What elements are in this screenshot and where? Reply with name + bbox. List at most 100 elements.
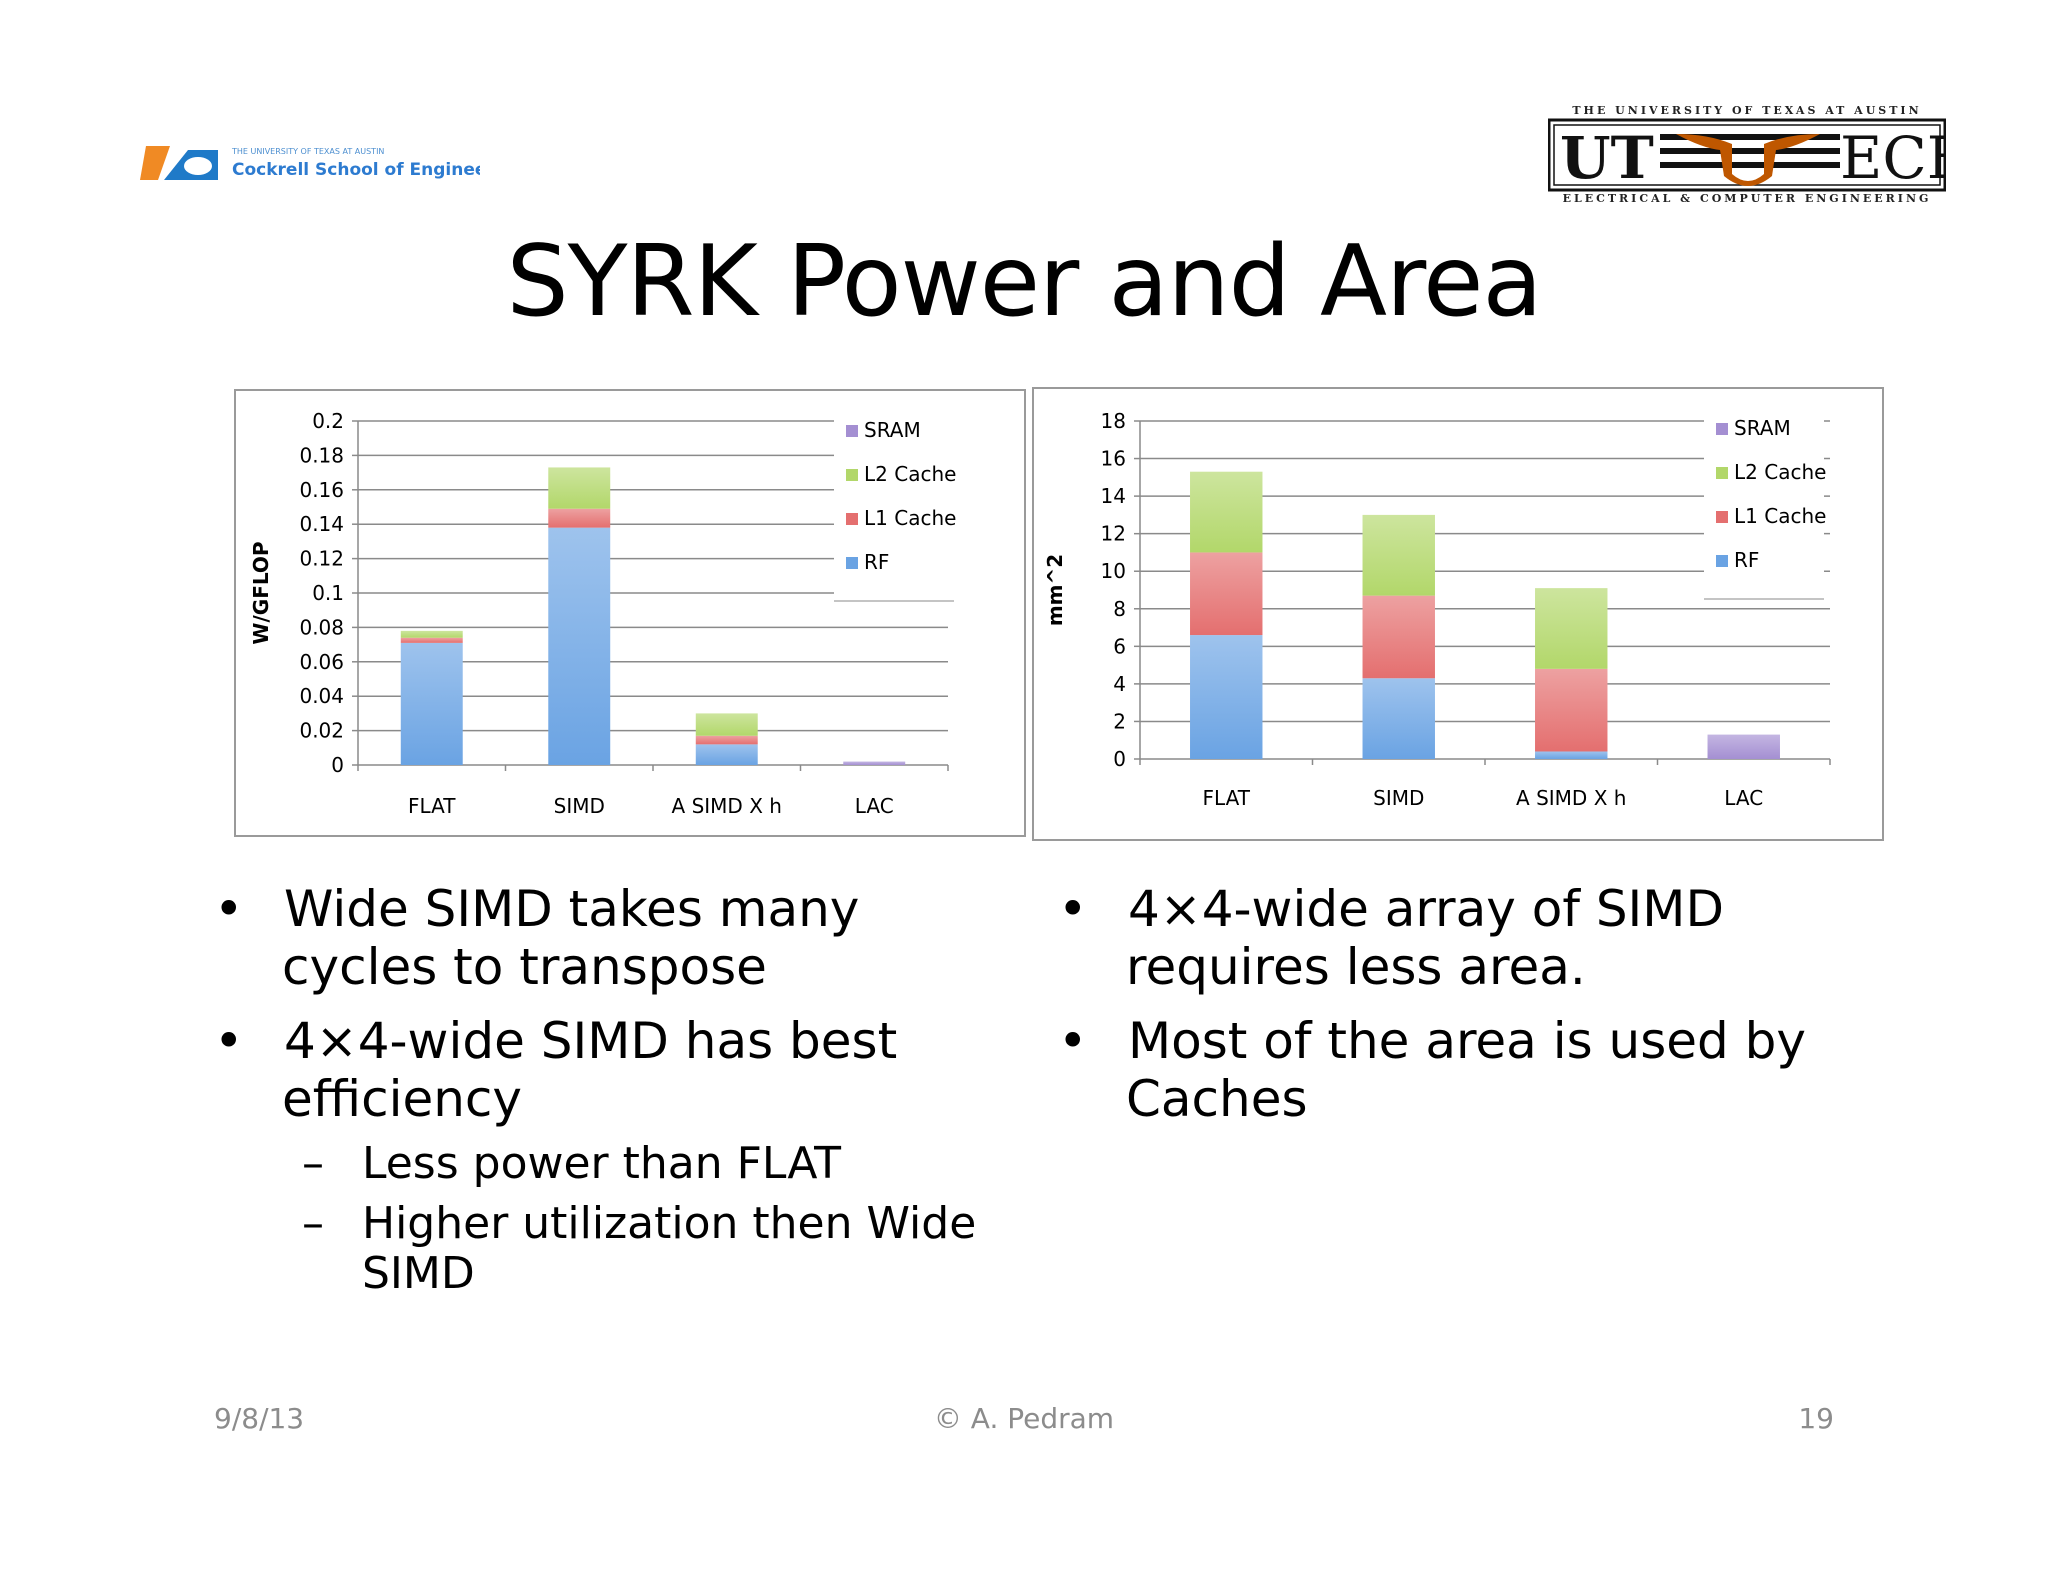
x-category-label: LAC [1724, 786, 1763, 810]
ut-ece-logo: THE UNIVERSITY OF TEXAS AT AUSTIN UT EC E… [1548, 104, 1946, 204]
y-tick-label: 12 [1101, 522, 1126, 546]
footer-page-number: 19 [1798, 1402, 1834, 1435]
cockrell-school-logo: THE UNIVERSITY OF TEXAS AT AUSTIN Cockre… [140, 146, 480, 180]
dash-icon: – [302, 1138, 324, 1189]
y-tick-label: 8 [1113, 597, 1126, 621]
bullet-icon: • [214, 1012, 244, 1070]
bar-segment-l2-cache [548, 467, 611, 509]
bullet-line: efficiency [282, 1070, 523, 1128]
bar-segment-l2-cache [1535, 588, 1608, 669]
slide-title: SYRK Power and Area [506, 225, 1542, 339]
y-tick-label: 0 [1113, 747, 1126, 771]
svg-text:THE UNIVERSITY OF TEXAS AT AUS: THE UNIVERSITY OF TEXAS AT AUSTIN [1572, 104, 1921, 117]
y-tick-label: 0.02 [299, 719, 344, 743]
legend-swatch [846, 513, 858, 525]
y-tick-label: 0.14 [299, 512, 344, 536]
legend-swatch [1716, 467, 1728, 479]
bar-segment-sram [1707, 734, 1780, 759]
bar-segment-l2-cache [1190, 471, 1263, 553]
legend-label: SRAM [1734, 416, 1791, 440]
bar-segment-rf [1535, 751, 1608, 759]
legend-background [1704, 411, 1824, 599]
legend-swatch [1716, 423, 1728, 435]
y-tick-label: 0.12 [299, 547, 344, 571]
legend-swatch [1716, 555, 1728, 567]
y-tick-label: 18 [1101, 409, 1126, 433]
svg-text:THE UNIVERSITY OF TEXAS AT AUS: THE UNIVERSITY OF TEXAS AT AUSTIN [231, 147, 384, 156]
legend-label: L1 Cache [864, 506, 956, 530]
svg-text:ECE: ECE [1840, 124, 1946, 192]
subbullet-line: Less power than FLAT [362, 1138, 841, 1189]
bar-segment-rf [1190, 635, 1263, 759]
bar-segment-l2-cache [1362, 514, 1435, 596]
bullet-line: 4×4-wide SIMD has best [284, 1012, 898, 1070]
x-category-label: A SIMD X h [672, 794, 782, 818]
y-tick-label: 0 [331, 753, 344, 777]
bullet-line: Most of the area is used by [1128, 1012, 1807, 1070]
legend-label: RF [864, 550, 889, 574]
bar-segment-l1-cache [695, 735, 758, 745]
bar-segment-l1-cache [548, 508, 611, 528]
legend-swatch [846, 557, 858, 569]
legend-background [834, 413, 954, 601]
y-tick-label: 0.04 [299, 684, 344, 708]
legend-label: L2 Cache [1734, 460, 1826, 484]
x-category-label: FLAT [408, 794, 456, 818]
bar-segment-rf [695, 744, 758, 765]
bar-segment-l1-cache [400, 637, 463, 643]
bar-segment-l2-cache [695, 713, 758, 736]
subbullet-line: SIMD [362, 1248, 475, 1299]
x-category-label: FLAT [1203, 786, 1251, 810]
footer-date: 9/8/13 [214, 1402, 305, 1435]
bar-segment-rf [400, 642, 463, 765]
x-category-label: SIMD [1373, 786, 1424, 810]
bullet-icon: • [1058, 1012, 1088, 1070]
y-tick-label: 16 [1101, 447, 1126, 471]
legend-label: L2 Cache [864, 462, 956, 486]
bullet-line: 4×4-wide array of SIMD [1128, 880, 1724, 938]
bullet-line: Caches [1126, 1070, 1308, 1128]
svg-text:Cockrell School of Engineering: Cockrell School of Engineering [232, 160, 480, 180]
y-axis-label: W/GFLOP [249, 541, 273, 644]
y-tick-label: 0.16 [299, 478, 344, 502]
y-tick-label: 10 [1101, 559, 1126, 583]
legend-label: L1 Cache [1734, 504, 1826, 528]
bar-segment-rf [548, 527, 611, 765]
legend-swatch [1716, 511, 1728, 523]
y-tick-label: 2 [1113, 709, 1126, 733]
legend-swatch [846, 425, 858, 437]
y-tick-label: 6 [1113, 634, 1126, 658]
bullet-line: Wide SIMD takes many [284, 880, 860, 938]
area-chart: 0 2 4 6 8 10 12 14 16 18 mm^2 FLAT SIMD A SIMD X h LAC… [1032, 387, 1884, 841]
x-category-label: LAC [855, 794, 894, 818]
dash-icon: – [302, 1198, 324, 1249]
legend-swatch [846, 469, 858, 481]
bar-segment-sram [843, 761, 906, 765]
footer-author: © A. Pedram [933, 1402, 1115, 1435]
bar-segment-rf [1362, 678, 1435, 759]
bar-segment-l2-cache [400, 630, 463, 638]
svg-text:UT: UT [1560, 124, 1654, 192]
bullet-icon: • [214, 880, 244, 938]
longhorn-icon [1676, 134, 1820, 186]
bullet-line: cycles to transpose [282, 938, 767, 996]
y-tick-label: 0.1 [312, 581, 344, 605]
subbullet-line: Higher utilization then Wide [362, 1198, 977, 1249]
bar-segment-l1-cache [1362, 595, 1435, 679]
legend-label: SRAM [864, 418, 921, 442]
y-tick-label: 0.2 [312, 409, 344, 433]
bullet-line: requires less area. [1126, 938, 1586, 996]
y-tick-label: 0.06 [299, 650, 344, 674]
x-category-label: A SIMD X h [1516, 786, 1626, 810]
power-chart: 0 0.02 0.04 0.06 0.08 0.1 0.12 0.14 0.16 0.18 0.2 W… [234, 389, 1026, 837]
y-tick-label: 4 [1113, 672, 1126, 696]
bar-segment-l1-cache [1535, 668, 1608, 752]
bullet-icon: • [1058, 880, 1088, 938]
legend-label: RF [1734, 548, 1759, 572]
svg-text:ELECTRICAL & COMPUTER ENGINEER: ELECTRICAL & COMPUTER ENGINEERING [1563, 192, 1932, 204]
y-tick-label: 14 [1101, 484, 1126, 508]
y-tick-label: 0.08 [299, 615, 344, 639]
x-category-label: SIMD [554, 794, 605, 818]
y-tick-label: 0.18 [299, 443, 344, 467]
y-axis-label: mm^2 [1043, 554, 1067, 626]
